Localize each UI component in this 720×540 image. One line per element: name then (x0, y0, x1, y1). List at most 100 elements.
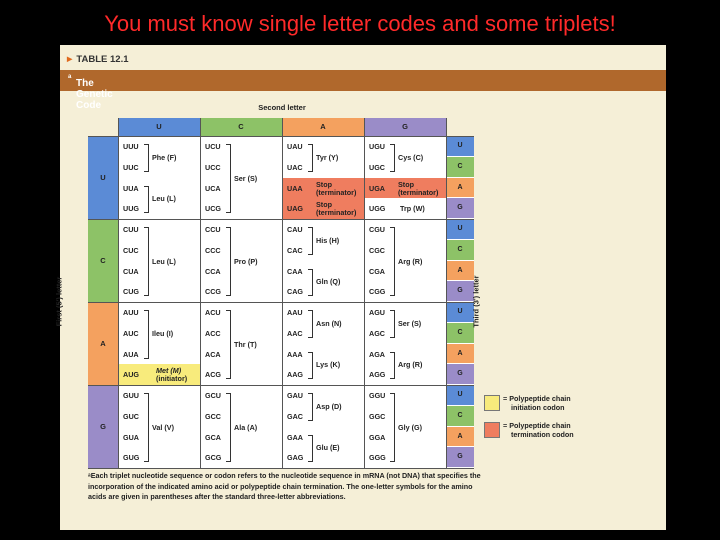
third-letter-c-g: G (446, 281, 474, 302)
table-label-text: TABLE 12.1 (76, 54, 129, 65)
row-divider (88, 468, 474, 469)
start-codon-aug-cell (118, 364, 200, 385)
amino-trp: Trp (W) (400, 204, 425, 214)
bracket (144, 144, 149, 172)
amino-ser-u: Ser (S) (234, 173, 258, 183)
codon-uga: UGA (369, 183, 385, 193)
bracket (390, 351, 395, 380)
codon-auc: AUC (123, 328, 139, 338)
codon-acc: ACC (205, 328, 221, 338)
initiator-label: (initiator) (156, 374, 188, 384)
first-letter-c: C (88, 219, 118, 302)
first-letter-label: First (5') letter (54, 276, 64, 327)
amino-thr: Thr (T) (234, 339, 257, 349)
codon-ugc: UGC (369, 162, 385, 172)
codon-guc: GUC (123, 411, 139, 421)
codon-agc: AGC (369, 328, 385, 338)
bracket (390, 227, 395, 297)
codon-cau: CAU (287, 225, 303, 234)
codon-gcc: GCC (205, 411, 221, 421)
table-title-bar: The Genetic Code a (60, 70, 666, 111)
terminator-label: (terminator) (316, 187, 357, 197)
legend-initiation-2: initiation codon (511, 403, 565, 412)
stop-codon-uga-cell (364, 177, 446, 199)
codon-ugg: UGG (369, 204, 386, 214)
codon-agg: AGG (369, 370, 386, 380)
amino-gly: Gly (G) (398, 422, 422, 432)
column-divider (446, 118, 447, 468)
codon-aua: AUA (123, 349, 139, 359)
table-title-text: The Genetic Code (76, 78, 113, 111)
codon-ucg: UCG (205, 204, 221, 214)
third-letter-g-u: U (446, 385, 474, 406)
codon-aag: AAG (287, 370, 303, 380)
amino-ile: Ileu (I) (152, 329, 174, 339)
third-letter-a-u: U (446, 302, 474, 323)
amino-asn: Asn (N) (316, 318, 342, 328)
amino-arg-a: Arg (R) (398, 360, 423, 370)
codon-uuu: UUU (123, 142, 139, 151)
amino-ala: Ala (A) (234, 422, 258, 432)
codon-acu: ACU (205, 308, 221, 317)
codon-cua: CUA (123, 266, 139, 276)
codon-guu: GUU (123, 391, 139, 400)
table-title-sup: a (68, 74, 72, 80)
amino-lys: Lys (K) (316, 360, 341, 370)
codon-ccu: CCU (205, 225, 221, 234)
row-divider (88, 219, 474, 220)
codon-uac: UAC (287, 162, 303, 172)
bracket (144, 185, 149, 214)
column-divider (364, 118, 365, 468)
genetic-code-grid: Second letter U C A G U U C A G C U C A G A U C A G G U C A G UUU… (54, 100, 666, 520)
arrow-right-icon: ► (65, 54, 75, 65)
codon-gug: GUG (123, 453, 140, 463)
bracket (144, 310, 149, 359)
first-letter-u: U (88, 136, 118, 219)
codon-cga: CGA (369, 266, 385, 276)
codon-agu: AGU (369, 308, 385, 317)
codon-gca: GCA (205, 432, 221, 442)
codon-aga: AGA (369, 349, 385, 359)
codon-uuc: UUC (123, 162, 139, 172)
first-letter-g: G (88, 385, 118, 468)
third-letter-g-c: C (446, 405, 474, 427)
bracket (390, 310, 395, 338)
codon-gcu: GCU (205, 391, 221, 400)
stop-label: Stop (316, 200, 332, 210)
third-letter-g-g: G (446, 447, 474, 468)
third-letter-a-g: G (446, 364, 474, 385)
third-letter-u-g: G (446, 198, 474, 219)
bracket (390, 144, 395, 172)
codon-acg: ACG (205, 370, 221, 380)
codon-gac: GAC (287, 411, 303, 421)
amino-phe: Phe (F) (152, 152, 177, 162)
second-letter-header-c: C (200, 118, 282, 136)
table-title: The Genetic Code a (68, 74, 113, 111)
second-letter-label: Second letter (258, 103, 306, 112)
amino-arg-c: Arg (R) (398, 256, 423, 266)
codon-aaa: AAA (287, 349, 303, 359)
codon-cag: CAG (287, 287, 303, 297)
amino-ser-a: Ser (S) (398, 318, 422, 328)
codon-cgu: CGU (369, 225, 385, 234)
codon-uca: UCA (205, 183, 221, 193)
bracket (226, 310, 231, 380)
amino-leu-c: Leu (L) (152, 256, 176, 266)
codon-aac: AAC (287, 328, 303, 338)
amino-glu: Glu (E) (316, 443, 340, 453)
codon-cug: CUG (123, 287, 139, 297)
codon-aug: AUG (123, 370, 139, 380)
bracket (308, 351, 313, 380)
stop-label: Stop (316, 179, 332, 189)
bracket (308, 144, 313, 172)
slide-title: You must know single letter codes and so… (104, 11, 616, 36)
third-letter-c-u: U (446, 219, 474, 240)
stop-label: Stop (398, 179, 414, 189)
codon-gag: GAG (287, 453, 304, 463)
row-divider (88, 136, 474, 137)
stop-codon-uaa-cell (282, 177, 364, 199)
codon-auu: AUU (123, 308, 139, 317)
amino-leu-u: Leu (L) (152, 194, 176, 204)
bracket (308, 434, 313, 463)
codon-cgg: CGG (369, 287, 386, 297)
